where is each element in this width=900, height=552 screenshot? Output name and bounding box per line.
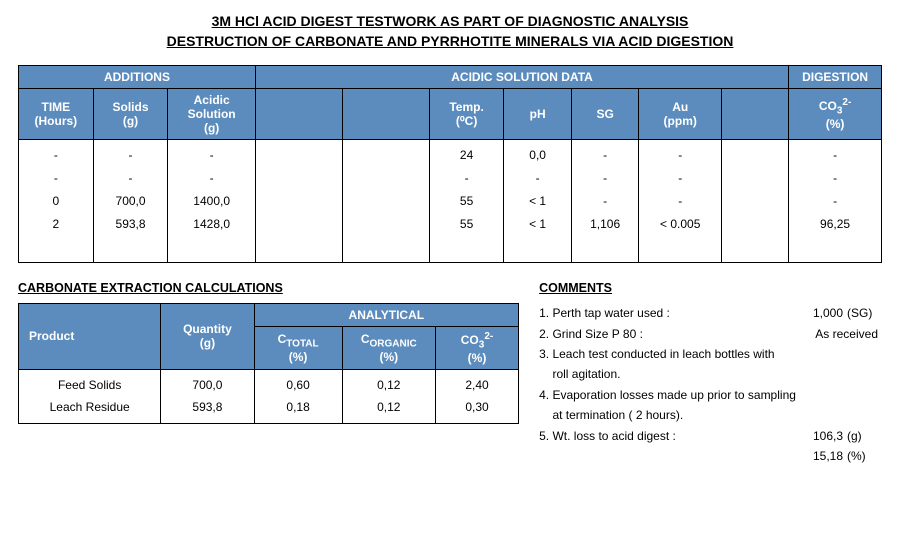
col-co3: CO32-(%) [789, 89, 882, 140]
cell-ph: 0,0 - < 1 < 1 [504, 140, 571, 263]
title-line-2: DESTRUCTION OF CARBONATE AND PYRRHOTITE … [167, 33, 734, 49]
cell-blank-1 [255, 140, 342, 263]
cell-au: - - - < 0.005 [639, 140, 721, 263]
col-corganic: CORGANIC(%) [342, 327, 435, 369]
comment-2: 2. Grind Size P 80 : [539, 324, 793, 344]
col-temp: Temp.(⁰C) [429, 89, 504, 140]
col-co3-calc: CO32-(%) [435, 327, 518, 369]
cell-ctot: 0,60 0,18 [254, 369, 342, 424]
col-product: Product [19, 304, 161, 369]
cell-solids: - - 700,0 593,8 [93, 140, 168, 263]
comment-4a: 4. Evaporation losses made up prior to s… [539, 385, 882, 405]
comment-4b: at termination ( 2 hours). [539, 405, 882, 425]
col-solids: Solids(g) [93, 89, 168, 140]
col-time: TIME(Hours) [19, 89, 94, 140]
hdr-analytical: ANALYTICAL [254, 304, 519, 327]
col-au: Au(ppm) [639, 89, 721, 140]
col-qty: Quantity(g) [161, 304, 254, 369]
hdr-digestion: DIGESTION [789, 66, 882, 89]
main-data-table: ADDITIONS ACIDIC SOLUTION DATA DIGESTION… [18, 65, 882, 263]
comment-1: 1. Perth tap water used : [539, 303, 793, 323]
calc-header: CARBONATE EXTRACTION CALCULATIONS [18, 281, 519, 295]
col-sg: SG [571, 89, 639, 140]
col-blank-1 [255, 89, 342, 140]
cell-blank-3 [721, 140, 788, 263]
col-blank-2 [342, 89, 429, 140]
cell-acidic: - - 1400,0 1428,0 [168, 140, 256, 263]
cell-co3-calc: 2,40 0,30 [435, 369, 518, 424]
hdr-acidic-data: ACIDIC SOLUTION DATA [255, 66, 788, 89]
comment-3a: 3. Leach test conducted in leach bottles… [539, 344, 882, 364]
cell-sg: - - - 1,106 [571, 140, 639, 263]
cell-co3: - - - 96,25 [789, 140, 882, 263]
page-title: 3M HCl ACID DIGEST TESTWORK AS PART OF D… [18, 12, 882, 51]
comment-3b: roll agitation. [539, 364, 882, 384]
col-ph: pH [504, 89, 571, 140]
cell-corg: 0,12 0,12 [342, 369, 435, 424]
cell-time: - - 0 2 [19, 140, 94, 263]
title-line-1: 3M HCl ACID DIGEST TESTWORK AS PART OF D… [212, 13, 689, 29]
comment-5: 5. Wt. loss to acid digest : [539, 426, 793, 446]
calc-table: Product Quantity(g) ANALYTICAL CTOTAL(%)… [18, 303, 519, 424]
cell-product: Feed Solids Leach Residue [19, 369, 161, 424]
cell-temp: 24 - 55 55 [429, 140, 504, 263]
cell-qty: 700,0 593,8 [161, 369, 254, 424]
col-ctotal: CTOTAL(%) [254, 327, 342, 369]
cell-blank-2 [342, 140, 429, 263]
col-acidic: AcidicSolution(g) [168, 89, 256, 140]
hdr-additions: ADDITIONS [19, 66, 256, 89]
comments-block: 1. Perth tap water used : 1,000 (SG) 2. … [539, 303, 882, 466]
col-blank-3 [721, 89, 788, 140]
comments-header: COMMENTS [539, 281, 882, 295]
